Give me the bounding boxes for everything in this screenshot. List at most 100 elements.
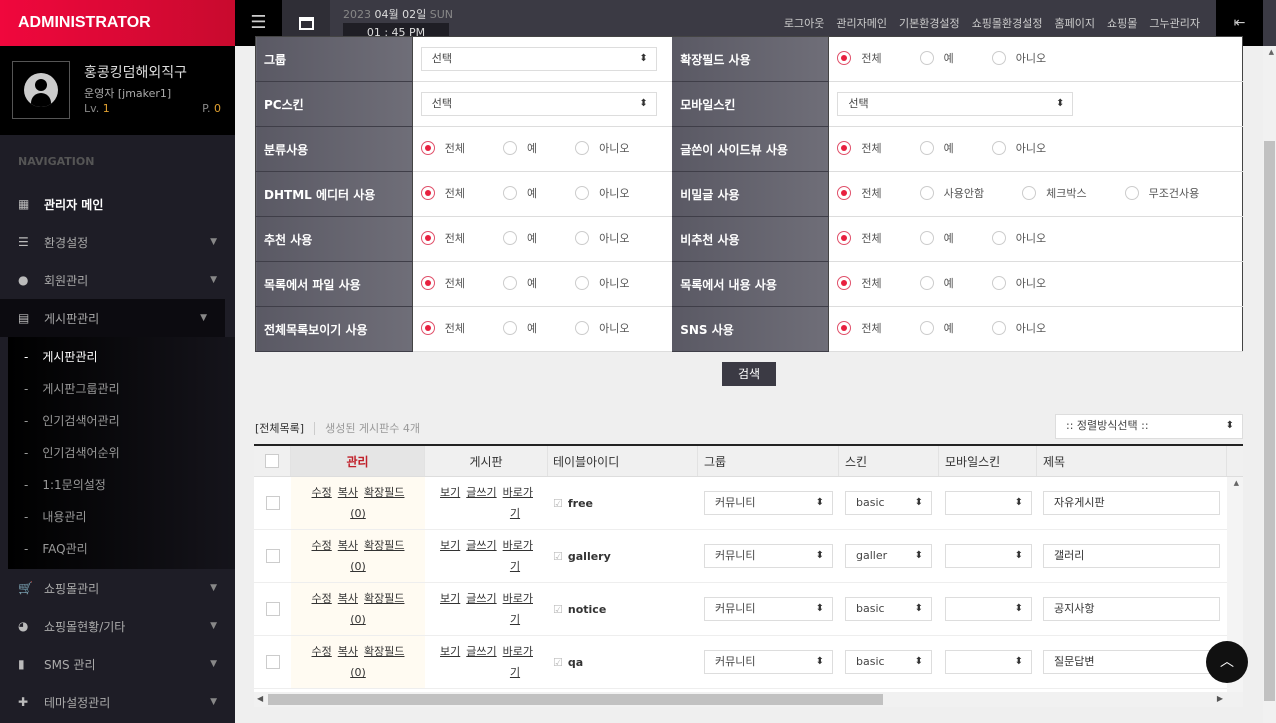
copy-link[interactable]: 복사	[337, 592, 358, 605]
scroll-right-icon[interactable]: ▶	[1216, 694, 1223, 703]
radio-option[interactable]: 전체	[837, 275, 882, 291]
field-select[interactable]: 선택	[837, 92, 1074, 116]
radio-option[interactable]: 사용안함	[919, 185, 984, 201]
shortcut-link-cont[interactable]: 기	[509, 560, 521, 573]
shortcut-link[interactable]: 바로가	[502, 486, 533, 499]
mobile-skin-select[interactable]	[945, 491, 1032, 515]
scrollbar-thumb[interactable]	[1264, 141, 1275, 701]
title-input[interactable]: 자유게시판	[1043, 491, 1220, 515]
radio-option[interactable]: 전체	[420, 320, 465, 336]
submenu-item[interactable]: - FAQ관리	[8, 533, 235, 565]
sidebar-item[interactable]: ● 회원관리 ▼	[0, 261, 235, 299]
shortcut-link-cont[interactable]: 기	[509, 613, 521, 626]
radio-option[interactable]: 예	[503, 320, 537, 336]
sort-select[interactable]: :: 정렬방식선택 ::	[1055, 414, 1243, 439]
edit-link[interactable]: 수정	[311, 645, 332, 658]
radio-option[interactable]: 전체	[420, 275, 465, 291]
scroll-to-top-button[interactable]: ︿	[1206, 641, 1248, 683]
radio-option[interactable]: 예	[503, 140, 537, 156]
title-input[interactable]: 질문답변	[1043, 650, 1220, 674]
radio-option[interactable]: 아니오	[991, 230, 1046, 246]
scroll-up-icon[interactable]: ▲	[1233, 479, 1239, 487]
top-link[interactable]: 쇼핑몰	[1107, 17, 1138, 30]
radio-option[interactable]: 전체	[837, 230, 882, 246]
field-select[interactable]: 선택	[420, 47, 657, 71]
radio-option[interactable]: 예	[919, 50, 954, 66]
radio-option[interactable]: 아니오	[991, 275, 1046, 291]
submenu-item[interactable]: -1:1문의설정	[8, 469, 235, 501]
all-list-link[interactable]: [전체목록]	[255, 422, 305, 435]
radio-option[interactable]: 전체	[420, 230, 465, 246]
top-link[interactable]: 홈페이지	[1054, 17, 1096, 30]
radio-option[interactable]: 아니오	[575, 140, 630, 156]
extended-field-link[interactable]: 확장필드	[364, 592, 405, 605]
sidebar-item[interactable]: ▦ 관리자 메인	[0, 185, 235, 223]
row-checkbox[interactable]	[265, 655, 280, 669]
extended-field-count[interactable]: (0)	[350, 613, 366, 626]
page-scrollbar[interactable]: ▲	[1263, 46, 1276, 723]
sidebar-item[interactable]: ✚ 테마설정관리 ▼	[0, 683, 235, 721]
scrollbar-thumb[interactable]	[268, 694, 883, 705]
top-link[interactable]: 그누관리자	[1149, 17, 1200, 30]
group-select[interactable]: 커뮤니티	[704, 597, 833, 621]
view-link[interactable]: 보기	[440, 592, 461, 605]
sidebar-item[interactable]: 🛒 쇼핑몰관리 ▼	[0, 569, 235, 607]
edit-icon[interactable]: ☑	[553, 655, 563, 669]
radio-option[interactable]: 예	[503, 185, 537, 201]
mobile-skin-select[interactable]	[945, 650, 1032, 674]
group-select[interactable]: 커뮤니티	[704, 544, 833, 568]
radio-option[interactable]: 아니오	[575, 320, 630, 336]
radio-option[interactable]: 예	[919, 320, 954, 336]
view-link[interactable]: 보기	[440, 539, 461, 552]
write-link[interactable]: 글쓰기	[466, 592, 497, 605]
group-select[interactable]: 커뮤니티	[704, 650, 833, 674]
mobile-skin-select[interactable]	[945, 597, 1032, 621]
radio-option[interactable]: 전체	[837, 320, 882, 336]
skin-select[interactable]: galler	[845, 544, 932, 568]
row-checkbox[interactable]	[265, 549, 280, 563]
radio-option[interactable]: 전체	[837, 185, 882, 201]
radio-option[interactable]: 예	[503, 230, 537, 246]
submenu-item[interactable]: - 게시판그룹관리	[8, 373, 235, 405]
top-link[interactable]: 기본환경설정	[898, 17, 960, 30]
extended-field-count[interactable]: (0)	[350, 560, 366, 573]
submenu-item[interactable]: - 인기검색어순위	[8, 437, 235, 469]
radio-option[interactable]: 아니오	[991, 320, 1046, 336]
radio-option[interactable]: 전체	[837, 50, 882, 66]
scroll-up-icon[interactable]: ▲	[1268, 48, 1274, 56]
write-link[interactable]: 글쓰기	[466, 486, 497, 499]
extended-field-link[interactable]: 확장필드	[364, 486, 405, 499]
shortcut-link[interactable]: 바로가	[502, 645, 533, 658]
table-vertical-scrollbar[interactable]: ▲	[1227, 477, 1243, 692]
top-link[interactable]: 관리자메인	[836, 17, 887, 30]
extended-field-link[interactable]: 확장필드	[364, 539, 405, 552]
edit-icon[interactable]: ☑	[553, 602, 563, 616]
radio-option[interactable]: 아니오	[991, 140, 1046, 156]
radio-option[interactable]: 예	[919, 275, 954, 291]
skin-select[interactable]: basic	[845, 650, 932, 674]
horizontal-scrollbar[interactable]: ◀ ▶	[254, 692, 1243, 707]
shortcut-link-cont[interactable]: 기	[509, 666, 521, 679]
row-checkbox[interactable]	[265, 496, 280, 510]
skin-select[interactable]: basic	[845, 491, 932, 515]
edit-link[interactable]: 수정	[311, 539, 332, 552]
radio-option[interactable]: 전체	[420, 185, 465, 201]
sidebar-item[interactable]: ☰ 환경설정 ▼	[0, 223, 235, 261]
view-link[interactable]: 보기	[440, 645, 461, 658]
skin-select[interactable]: basic	[845, 597, 932, 621]
submenu-item[interactable]: - 게시판관리	[8, 341, 235, 373]
row-checkbox[interactable]	[265, 602, 280, 616]
copy-link[interactable]: 복사	[337, 645, 358, 658]
field-select[interactable]: 선택	[420, 92, 657, 116]
shortcut-link[interactable]: 바로가	[502, 592, 533, 605]
top-link[interactable]: 로그아웃	[783, 17, 825, 30]
group-select[interactable]: 커뮤니티	[704, 491, 833, 515]
select-all-checkbox[interactable]	[265, 454, 279, 468]
copy-link[interactable]: 복사	[337, 486, 358, 499]
radio-option[interactable]: 체크박스	[1022, 185, 1087, 201]
radio-option[interactable]: 예	[919, 140, 954, 156]
shortcut-link[interactable]: 바로가	[502, 539, 533, 552]
search-button[interactable]: 검색	[722, 362, 776, 386]
radio-option[interactable]: 전체	[837, 140, 882, 156]
radio-option[interactable]: 아니오	[991, 50, 1046, 66]
